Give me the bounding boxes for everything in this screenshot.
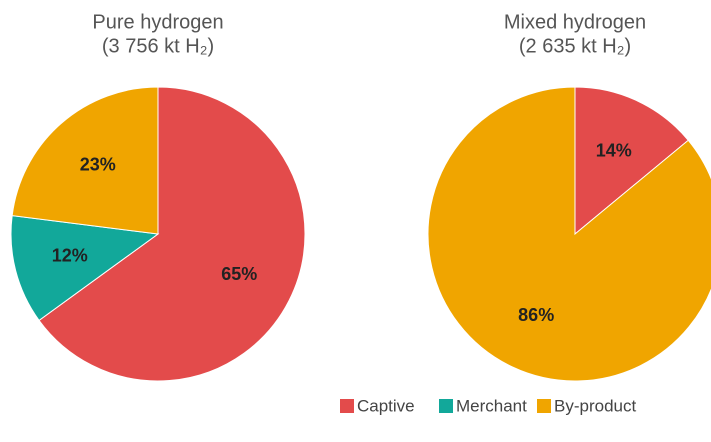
legend-label: Merchant (456, 396, 527, 415)
chart-title: (3 756 kt H₂) (102, 35, 214, 57)
data-label: 12% (52, 245, 88, 265)
legend-swatch (340, 399, 354, 413)
data-label: 86% (518, 305, 554, 325)
chart-title: (2 635 kt H₂) (519, 35, 631, 57)
legend-label: Captive (357, 396, 415, 415)
chart-title: Mixed hydrogen (504, 11, 646, 33)
chart-title: Pure hydrogen (92, 11, 223, 33)
pie-slice (427, 86, 711, 382)
data-label: 23% (80, 154, 116, 174)
pie-slice (574, 86, 689, 236)
pie-slice (38, 86, 306, 382)
legend-swatch (439, 399, 453, 413)
legend-label: By-product (554, 396, 636, 415)
data-label: 65% (221, 264, 257, 284)
pie-slice (10, 215, 160, 322)
legend-swatch (537, 399, 551, 413)
data-label: 14% (596, 140, 632, 160)
pie-slice (11, 86, 159, 235)
